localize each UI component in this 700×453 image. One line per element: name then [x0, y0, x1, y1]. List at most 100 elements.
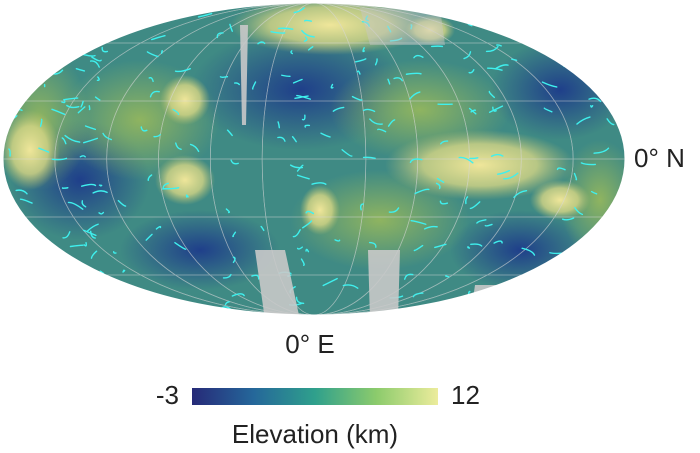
lineament [615, 12, 625, 16]
lineament [80, 100, 84, 108]
lineament [66, 104, 80, 109]
colorbar-min: -3 [156, 380, 179, 410]
latitude-label: 0° N [634, 143, 685, 173]
lineament [50, 291, 60, 299]
lineament [389, 37, 403, 42]
lineament [304, 19, 313, 22]
lineament [147, 174, 153, 182]
lineament [61, 137, 67, 145]
lineament [277, 121, 281, 129]
lineament [37, 23, 53, 26]
lineament [322, 277, 338, 287]
lineament [439, 200, 449, 205]
lineament [354, 58, 367, 63]
lineament [292, 229, 301, 238]
lineament [226, 129, 233, 137]
lineament [83, 242, 87, 247]
lineament [567, 40, 576, 46]
lineament [67, 201, 84, 210]
lineament [257, 41, 266, 45]
lineament [434, 243, 447, 249]
lineament [149, 90, 160, 98]
lineament [486, 67, 503, 71]
lineament [496, 44, 502, 47]
lineament [169, 10, 181, 15]
lineament [216, 32, 224, 39]
lineament [409, 91, 421, 100]
lineament [60, 51, 63, 57]
lineament [356, 70, 361, 75]
lineament [410, 24, 413, 30]
lineament [440, 140, 449, 145]
lineament [611, 235, 625, 240]
lineament [497, 169, 511, 175]
lineament [233, 82, 241, 86]
lineament [405, 72, 422, 75]
lineament [82, 229, 97, 237]
lineament [485, 45, 499, 53]
lineament [42, 72, 55, 75]
lineament [15, 189, 28, 195]
lineament [330, 83, 334, 89]
lineament [465, 196, 469, 205]
lineament [251, 274, 260, 280]
lineament [606, 118, 615, 126]
lineament [251, 81, 257, 90]
lineament [290, 50, 293, 55]
lineament [470, 243, 483, 247]
lineament [412, 292, 424, 298]
lineament [509, 308, 520, 313]
lineament [232, 231, 237, 238]
lineament [90, 250, 98, 259]
lineament [602, 23, 614, 32]
lineament [365, 15, 369, 22]
lineament [368, 241, 377, 248]
lineament [583, 3, 591, 8]
lineament [393, 77, 403, 82]
lineament [301, 29, 315, 38]
lineament [332, 106, 345, 112]
lineament [99, 270, 105, 275]
lineament [148, 77, 154, 83]
lineament [489, 287, 493, 297]
lineament [80, 183, 97, 187]
lineament [14, 60, 22, 70]
lineament [197, 12, 213, 18]
lineament [18, 70, 27, 79]
lineament [62, 273, 73, 277]
lineament [82, 282, 90, 286]
lineament [468, 69, 475, 74]
lineament [377, 128, 387, 133]
lineament [82, 137, 99, 144]
lineament [598, 248, 613, 254]
lineament [351, 95, 363, 101]
lineament [576, 300, 582, 307]
lineament [12, 238, 16, 244]
lineament [413, 244, 424, 252]
lineament [63, 97, 79, 101]
lineament [590, 104, 594, 108]
lineament [362, 47, 366, 53]
lineament [470, 18, 487, 25]
lineament [230, 159, 239, 165]
lineament [585, 269, 603, 276]
lineament [101, 46, 109, 53]
lineament [89, 230, 96, 239]
lineament [51, 157, 68, 161]
lineament [488, 105, 504, 113]
lineament [590, 190, 598, 195]
lineament [403, 273, 414, 280]
lineament [19, 198, 33, 204]
lineament [555, 32, 560, 39]
lineament [63, 48, 77, 55]
lineament [146, 51, 159, 58]
lineament [174, 241, 187, 250]
lineament [342, 284, 359, 289]
lineament [160, 50, 164, 55]
lineament [172, 108, 180, 116]
lineament [374, 58, 378, 66]
lineament [92, 190, 108, 194]
lineament [32, 14, 49, 17]
